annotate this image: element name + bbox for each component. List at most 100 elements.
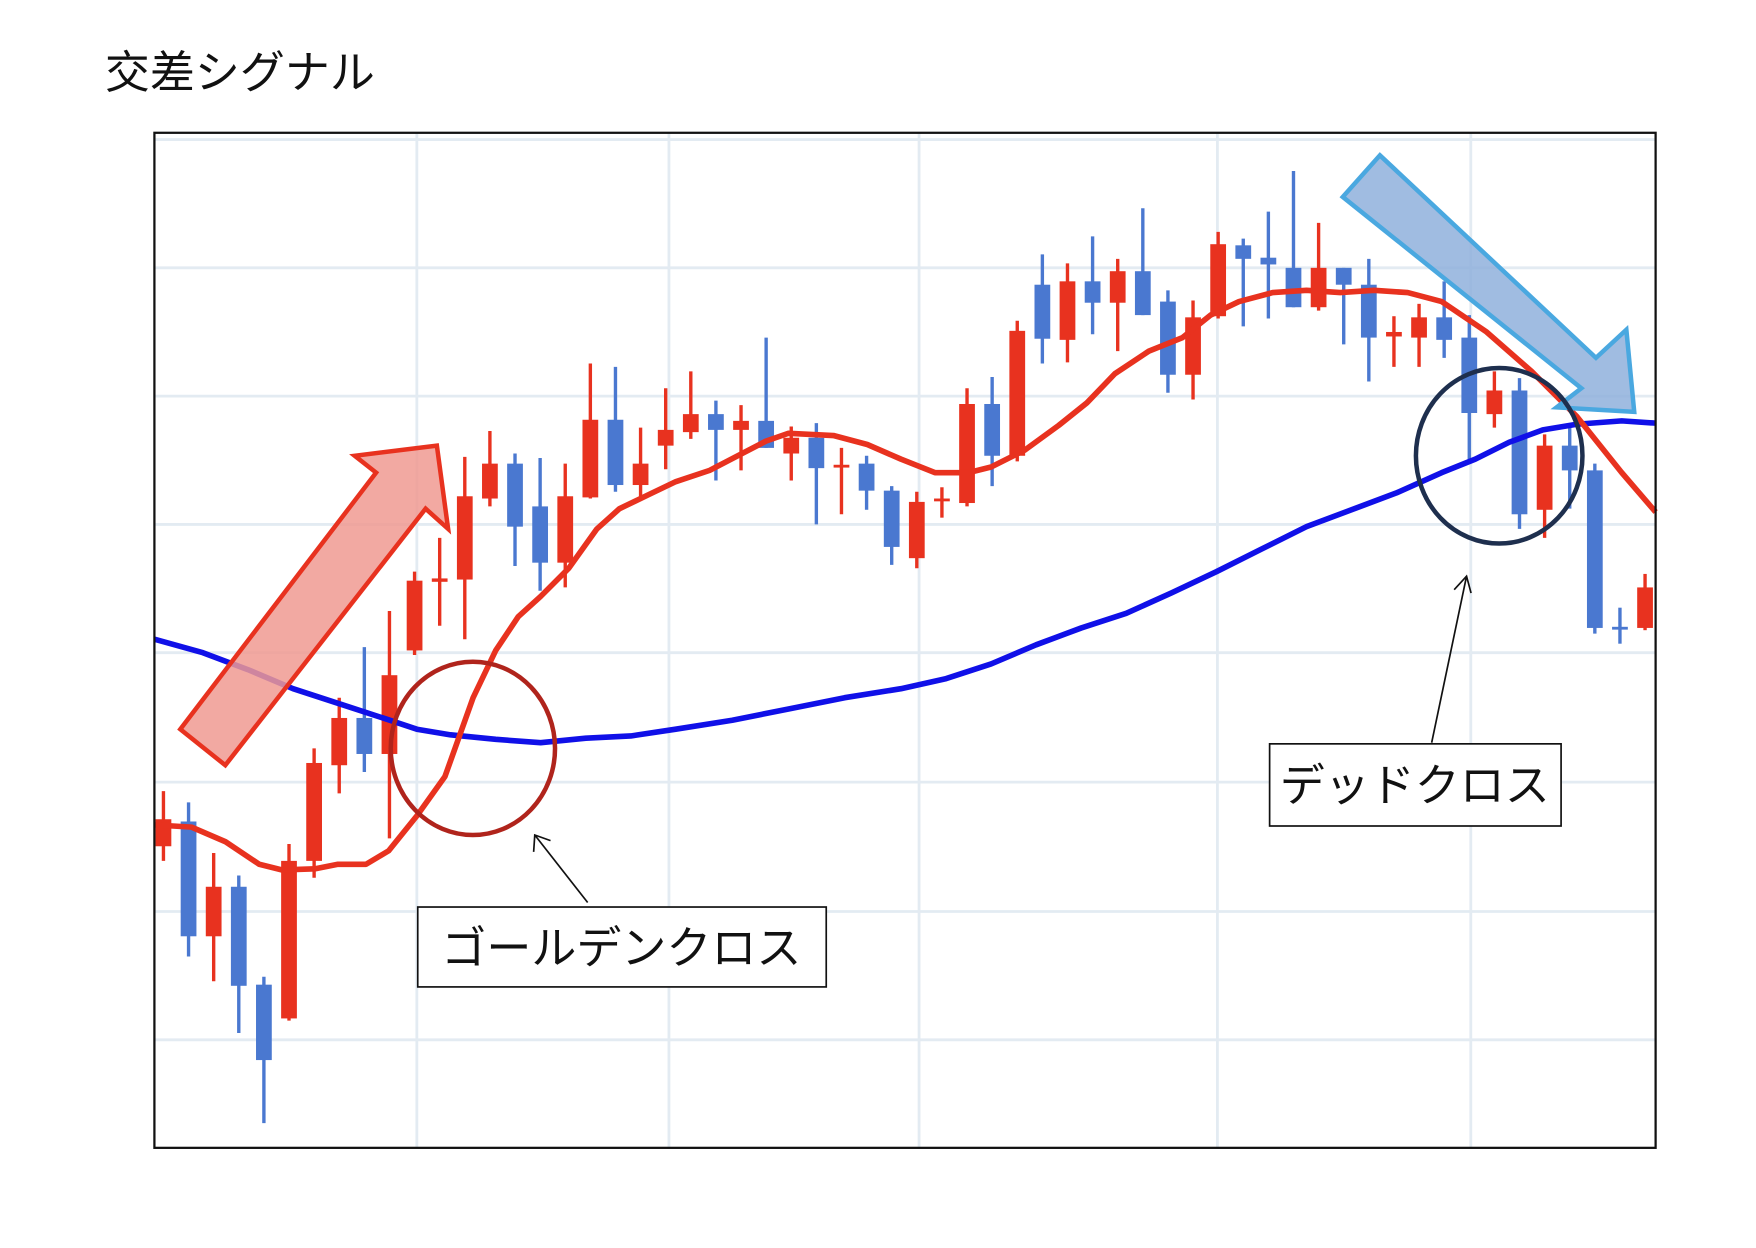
candle-body: [808, 437, 825, 469]
candle-down: [1260, 211, 1277, 319]
short-moving-average-line: [154, 287, 1658, 873]
candle-body: [984, 403, 1001, 456]
golden-cross-label: ゴールデンクロス: [441, 921, 801, 974]
golden-cross-callout: ゴールデンクロス: [416, 833, 828, 988]
candle-down: [1335, 267, 1352, 345]
candle-body: [657, 429, 674, 446]
candle-body: [1109, 271, 1126, 303]
candle-up: [908, 491, 925, 569]
candle-body: [908, 501, 925, 559]
candle-down: [1360, 258, 1377, 382]
candle-body: [507, 463, 523, 527]
candle-body: [708, 414, 724, 430]
candle-body: [1612, 626, 1628, 630]
candle-body: [230, 886, 247, 986]
candle-body: [1160, 301, 1176, 375]
dead-cross-circle: [1413, 365, 1585, 546]
candle-up: [1536, 434, 1553, 538]
chart-title: 交差シグナル: [105, 46, 375, 99]
candle-up: [1386, 316, 1402, 367]
candle-down: [758, 337, 775, 448]
candle-up: [632, 427, 649, 498]
candle-down: [507, 453, 523, 567]
candles: [155, 171, 1653, 1124]
candle-body: [1561, 445, 1578, 471]
down-right-arrow-icon: [1339, 152, 1637, 415]
candle-body: [1235, 245, 1252, 259]
candle-up: [456, 456, 473, 640]
candle-up: [1059, 263, 1076, 363]
candle-body: [482, 463, 498, 499]
golden-cross-circle: [388, 659, 558, 838]
candle-body: [632, 463, 649, 486]
candle-body: [1586, 470, 1603, 628]
candle-down: [230, 875, 247, 1034]
candle-body: [331, 717, 348, 766]
candle-down: [1586, 463, 1603, 634]
candle-body: [1436, 317, 1453, 340]
candle-down: [256, 976, 272, 1124]
candle-up: [934, 487, 950, 518]
candle-body: [582, 419, 599, 498]
candle-down: [1235, 238, 1252, 327]
candle-down: [808, 423, 825, 525]
grid: [154, 132, 1656, 1148]
candle-body: [1360, 284, 1377, 338]
candle-body: [934, 498, 950, 502]
candle-up: [1109, 258, 1126, 352]
candle-up: [1310, 222, 1327, 311]
candle-up: [331, 697, 348, 794]
candle-body: [1637, 587, 1653, 628]
candle-down: [883, 486, 900, 565]
candle-up: [582, 363, 599, 499]
candle-down: [1034, 254, 1051, 364]
candle-body: [1386, 331, 1402, 337]
candle-down: [1285, 171, 1302, 308]
candle-down: [1436, 281, 1453, 358]
candle-body: [1210, 244, 1227, 317]
candle-body: [1335, 267, 1352, 285]
candle-body: [1285, 267, 1302, 308]
candle-body: [532, 506, 549, 563]
candle-body: [456, 496, 473, 580]
candle-body: [833, 464, 850, 468]
candle-body: [205, 886, 222, 937]
candle-up: [1411, 303, 1427, 367]
candle-up: [1210, 231, 1227, 319]
candle-body: [431, 578, 448, 582]
candle-down: [1461, 315, 1478, 462]
candle-body: [356, 717, 373, 754]
candle-body: [256, 984, 272, 1061]
candle-down: [1511, 378, 1528, 529]
candle-up: [733, 405, 749, 471]
candle-up: [1637, 573, 1653, 631]
candle-body: [733, 420, 749, 430]
candle-up: [959, 388, 975, 507]
candle-up: [1009, 320, 1026, 462]
candle-body: [959, 403, 975, 504]
candle-body: [1511, 390, 1528, 515]
candle-down: [1084, 236, 1101, 335]
candle-body: [607, 419, 624, 486]
candle-body: [1134, 271, 1151, 316]
candle-body: [682, 414, 699, 433]
candle-down: [1561, 427, 1578, 509]
candle-up: [406, 571, 423, 655]
candle-body: [1536, 445, 1553, 510]
candle-down: [532, 458, 549, 591]
candle-body: [1009, 330, 1026, 456]
candle-body: [406, 580, 423, 651]
candle-down: [1134, 208, 1151, 316]
candle-up: [557, 463, 574, 588]
plot-frame: [153, 131, 1657, 1149]
candle-body: [180, 821, 197, 937]
candle-down: [1612, 607, 1628, 644]
candle-up: [833, 447, 850, 515]
dead-cross-label: デッドクロス: [1280, 759, 1550, 812]
candle-down: [858, 455, 875, 510]
candle-body: [858, 463, 875, 491]
candle-body: [1411, 317, 1427, 338]
candle-body: [883, 490, 900, 547]
candle-down: [607, 366, 624, 492]
